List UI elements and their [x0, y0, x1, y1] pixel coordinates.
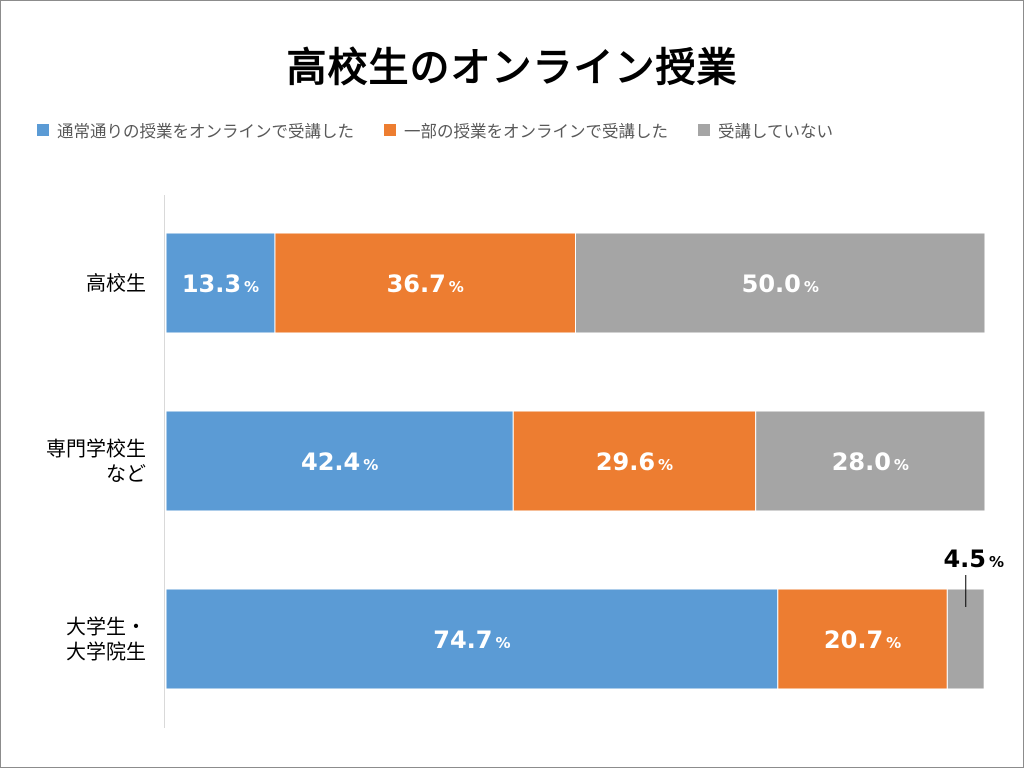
- category-label: 高校生: [86, 271, 146, 295]
- category-label-line: 専門学校生: [46, 437, 146, 461]
- data-label: 36.7%: [387, 270, 464, 298]
- chart-legend: 通常通りの授業をオンラインで受講した 一部の授業をオンラインで受講した 受講して…: [37, 118, 833, 142]
- data-label: 50.0%: [742, 270, 819, 298]
- legend-swatch-not-attended: [698, 124, 710, 136]
- data-label-value: 50.0: [742, 270, 801, 298]
- data-label-value: 36.7: [387, 270, 446, 298]
- data-label-unit: %: [989, 553, 1004, 571]
- data-label: 4.5%: [943, 545, 1004, 573]
- data-label-value: 20.7: [824, 626, 883, 654]
- legend-swatch-partial-online: [384, 124, 396, 136]
- data-label-unit: %: [495, 634, 510, 652]
- data-label: 13.3%: [182, 270, 259, 298]
- legend-label-not-attended: 受講していない: [718, 122, 834, 141]
- data-label: 42.4%: [301, 448, 378, 476]
- data-label-unit: %: [658, 456, 673, 474]
- bar-segment-partial-online: [777, 588, 948, 690]
- category-label-line: 高校生: [86, 271, 146, 295]
- data-label-value: 4.5: [943, 545, 986, 573]
- legend-label-full-online: 通常通りの授業をオンラインで受講した: [57, 122, 354, 141]
- category-label: 大学生・大学院生: [66, 615, 146, 664]
- category-label-line: など: [106, 462, 146, 486]
- bar-segment-partial-online: [512, 410, 757, 512]
- category-label-line: 大学生・: [66, 615, 146, 639]
- data-label-unit: %: [894, 456, 909, 474]
- data-label-unit: %: [363, 456, 378, 474]
- legend-item-partial-online: 一部の授業をオンラインで受講した: [384, 118, 668, 142]
- data-label-value: 74.7: [433, 626, 492, 654]
- data-label-value: 28.0: [832, 448, 891, 476]
- category-label-line: 大学院生: [66, 640, 146, 664]
- data-label: 29.6%: [596, 448, 673, 476]
- data-label: 74.7%: [433, 626, 510, 654]
- bar-segment-full-online: [165, 410, 514, 512]
- data-label: 28.0%: [832, 448, 909, 476]
- data-label-value: 29.6: [596, 448, 655, 476]
- data-label-unit: %: [244, 278, 259, 296]
- bar-segment-full-online: [165, 588, 779, 690]
- legend-item-not-attended: 受講していない: [698, 118, 833, 142]
- legend-label-partial-online: 一部の授業をオンラインで受講した: [404, 122, 668, 141]
- legend-item-full-online: 通常通りの授業をオンラインで受講した: [37, 118, 354, 142]
- data-label-unit: %: [449, 278, 464, 296]
- data-label: 20.7%: [824, 626, 901, 654]
- legend-swatch-full-online: [37, 124, 49, 136]
- bar-segment-not-attended: [755, 410, 986, 512]
- bar-segment-not-attended: [575, 232, 986, 334]
- data-label-value: 42.4: [301, 448, 360, 476]
- data-label-value: 13.3: [182, 270, 241, 298]
- chart-title: 高校生のオンライン授業: [286, 45, 738, 91]
- bar-segment-partial-online: [274, 232, 576, 334]
- data-label-unit: %: [804, 278, 819, 296]
- data-label-unit: %: [886, 634, 901, 652]
- category-label: 専門学校生など: [46, 437, 146, 486]
